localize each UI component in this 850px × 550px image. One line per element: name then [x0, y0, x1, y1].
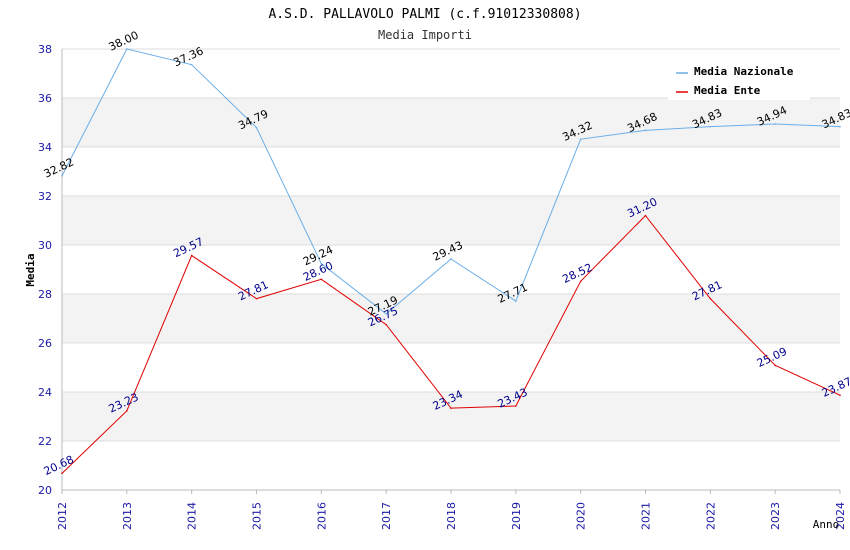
data-point-media-nazionale [579, 138, 582, 140]
y-tick-label: 20 [38, 484, 52, 497]
data-point-media-ente [320, 278, 323, 281]
chart-subtitle: Media Importi [378, 28, 472, 42]
y-tick-label: 24 [38, 386, 52, 399]
grid-band [62, 98, 840, 147]
grid-band [62, 196, 840, 245]
y-tick-label: 36 [38, 92, 52, 105]
y-tick-label: 22 [38, 435, 52, 448]
x-tick-label: 2017 [380, 502, 393, 530]
data-point-media-nazionale [255, 126, 258, 129]
data-point-media-ente [385, 323, 387, 326]
grid-band [62, 147, 840, 196]
x-tick-label: 2024 [834, 502, 847, 530]
data-point-media-nazionale [774, 123, 776, 125]
x-tick-label: 2022 [704, 502, 717, 530]
data-point-media-ente [255, 297, 258, 300]
gridlines [62, 48, 840, 491]
x-tick-label: 2015 [251, 502, 264, 530]
x-tick-label: 2013 [121, 502, 134, 530]
x-tick-label: 2021 [640, 502, 653, 530]
grid-band [62, 343, 840, 392]
data-point-media-ente [774, 364, 776, 367]
x-tick-label: 2019 [510, 502, 523, 530]
y-tick-label: 34 [38, 141, 52, 154]
x-tick-label: 2020 [575, 502, 588, 530]
data-point-media-nazionale [320, 262, 323, 265]
grid-band [62, 441, 840, 490]
data-point-media-nazionale [450, 258, 452, 260]
grid-band [62, 245, 840, 294]
y-tick-label: 28 [38, 288, 52, 301]
legend-background [668, 60, 810, 100]
chart-title: A.S.D. PALLAVOLO PALMI (c.f.91012330808) [268, 7, 581, 22]
data-point-media-ente [126, 410, 128, 412]
data-point-media-nazionale [126, 48, 128, 50]
data-point-media-ente [839, 394, 841, 396]
grid-band [62, 294, 840, 343]
x-tick-label: 2014 [186, 502, 199, 530]
legend-label-media-nazionale: Media Nazionale [694, 65, 794, 78]
y-tick-label: 26 [38, 337, 52, 350]
x-axis-title: Anno [813, 518, 840, 531]
data-point-media-nazionale [839, 125, 841, 128]
grid-bands [62, 49, 840, 490]
data-point-media-nazionale [644, 129, 647, 132]
data-point-media-ente [515, 405, 517, 407]
x-tick-label: 2016 [315, 502, 328, 530]
y-axis-title: Media [24, 253, 37, 286]
legend: Media Nazionale Media Ente [668, 60, 810, 100]
x-tick-labels: 2012 2013 2014 2015 2016 2017 2018 2019 2020 2021… [56, 490, 847, 530]
data-point-media-ente [644, 214, 647, 217]
y-tick-labels: 20 22 24 26 28 30 32 34 36 38 [38, 43, 52, 497]
x-tick-label: 2023 [769, 502, 782, 530]
data-point-media-ente [190, 254, 193, 257]
data-point-media-nazionale [385, 313, 387, 315]
data-point-media-nazionale [61, 175, 63, 177]
data-point-media-ente [61, 472, 63, 475]
data-point-media-ente [450, 407, 452, 409]
series-lines [61, 48, 841, 475]
data-point-media-nazionale [515, 300, 517, 302]
y-tick-label: 38 [38, 43, 52, 56]
x-tick-label: 2012 [56, 502, 69, 530]
y-tick-label: 32 [38, 190, 52, 203]
grid-band [62, 392, 840, 441]
data-point-media-nazionale [709, 125, 712, 128]
y-tick-label: 30 [38, 239, 52, 252]
x-tick-label: 2018 [445, 502, 458, 530]
legend-label-media-ente: Media Ente [694, 84, 761, 97]
data-point-media-ente [579, 280, 582, 283]
data-point-media-ente [709, 297, 712, 300]
data-point-media-nazionale [190, 63, 193, 66]
